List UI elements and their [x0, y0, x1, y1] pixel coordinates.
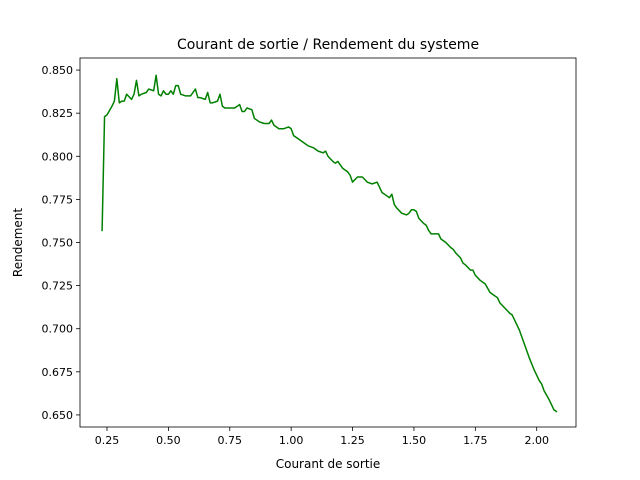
- y-tick-label: 0.850: [42, 64, 74, 77]
- plot-frame: [79, 57, 577, 428]
- y-axis-ticks: 0.650 0.675 0.700 0.725 0.750 0.775 0.800 0.825…: [42, 64, 80, 422]
- y-tick-label: 0.675: [42, 366, 74, 379]
- x-tick-label: 0.75: [218, 434, 243, 447]
- y-tick-label: 0.700: [42, 323, 74, 336]
- y-tick-label: 0.750: [42, 237, 74, 250]
- x-tick-label: 1.00: [279, 434, 304, 447]
- x-tick-label: 1.75: [463, 434, 488, 447]
- series-line-rendement: [101, 74, 558, 413]
- x-tick-label: 1.25: [340, 434, 365, 447]
- y-tick-label: 0.650: [42, 409, 74, 422]
- y-axis-label: Rendement: [11, 208, 25, 277]
- x-tick-label: 0.50: [156, 434, 181, 447]
- y-tick-label: 0.725: [42, 280, 74, 293]
- x-tick-label: 0.25: [95, 434, 120, 447]
- x-axis-label: Courant de sortie: [276, 457, 381, 471]
- x-tick-label: 2.00: [524, 434, 549, 447]
- y-tick-label: 0.800: [42, 150, 74, 163]
- x-axis-ticks: 0.25 0.50 0.75 1.00 1.25 1.50 1.75 2.00: [95, 427, 549, 447]
- y-tick-label: 0.825: [42, 107, 74, 120]
- y-tick-label: 0.775: [42, 193, 74, 206]
- x-tick-label: 1.50: [402, 434, 427, 447]
- chart-title: Courant de sortie / Rendement du systeme: [177, 37, 479, 53]
